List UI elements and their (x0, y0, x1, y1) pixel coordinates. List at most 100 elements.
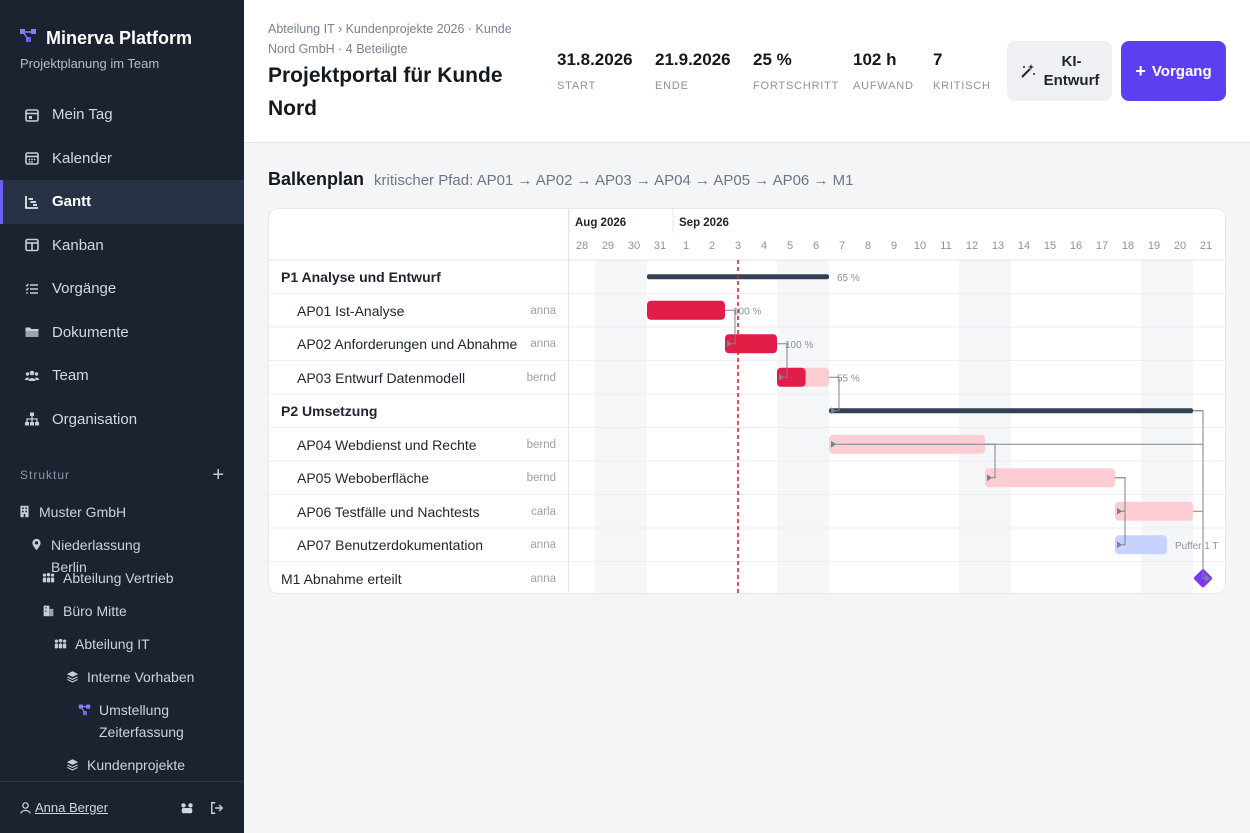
tree-item-label: Niederlassung Berlin (51, 537, 141, 575)
structure-label: Struktur (20, 468, 71, 482)
nav-item-dokumente[interactable]: Dokumente (0, 311, 244, 355)
list-icon (25, 283, 38, 294)
task-name[interactable]: AP07 Benutzerdokumentation (297, 537, 484, 553)
ai-draft-button[interactable]: KI-Entwurf (1007, 41, 1112, 101)
nav-item-kanban[interactable]: Kanban (0, 224, 244, 268)
tree-item[interactable]: Kundenprojekte (66, 754, 216, 776)
task-name[interactable]: AP04 Webdienst und Rechte (297, 436, 477, 453)
tree-item[interactable]: Abteilung Vertrieb (42, 567, 192, 589)
building-icon (20, 505, 29, 518)
day-label: 18 (1121, 240, 1135, 252)
nav-item-label: Vorgänge (52, 280, 117, 298)
org-icon (25, 412, 39, 426)
task-assignee: bernd (526, 438, 556, 451)
task-assignee: bernd (526, 472, 556, 484)
gantt-title: Balkenplan (268, 169, 365, 189)
task-name[interactable]: AP01 Ist-Analyse (297, 302, 405, 319)
weekend-shade (1167, 260, 1193, 593)
tree-item-label: Abteilung Vertrieb (63, 570, 174, 586)
new-task-label: Vorgang (1151, 62, 1212, 80)
tree-item[interactable]: Umstellung Zeiterfassung (78, 699, 228, 743)
people-group-icon (42, 572, 55, 583)
tree-item[interactable]: Niederlassung Berlin (30, 534, 180, 578)
main-nav: Mein Tag Kalender Gantt Kanban Vorgänge Dokum… (0, 93, 244, 441)
weekend-shade (959, 260, 985, 593)
day-label: 9 (890, 240, 898, 252)
progress-label: 100 % (785, 340, 813, 351)
day-label: 5 (786, 240, 794, 252)
task-progress-bar (777, 367, 806, 387)
calendar-icon (25, 152, 39, 166)
phase-bar (829, 408, 1193, 414)
kpi: 21.9.2026 ENDE (655, 50, 731, 92)
brand-title: Minerva Platform (46, 28, 193, 48)
tree-item-label: Muster GmbH (39, 504, 127, 520)
nav-item-kalender[interactable]: Kalender (0, 137, 244, 181)
task-name[interactable]: AP06 Testfälle und Nachtests (297, 503, 480, 520)
tree-item[interactable]: Interne Vorhaben (66, 666, 216, 688)
switch-org-icon[interactable] (180, 801, 194, 815)
task-assignee: anna (530, 539, 556, 551)
brand[interactable]: Minerva Platform (20, 28, 192, 49)
progress-label: 100 % (733, 306, 761, 317)
month-label: Sep 2026 (679, 217, 729, 229)
kpi-value: 7 (933, 50, 943, 69)
task-assignee: anna (530, 304, 556, 317)
day-label: 15 (1043, 240, 1057, 252)
page-header: Abteilung IT › Kundenprojekte 2026 · Kun… (244, 0, 1250, 143)
nav-item-label: Mein Tag (52, 106, 113, 124)
kpi-value: 21.9.2026 (655, 50, 731, 69)
layers-icon (66, 759, 79, 771)
kpi-label: AUFWAND (853, 80, 914, 92)
day-label: 10 (913, 240, 927, 252)
nav-item-label: Kalender (52, 149, 113, 167)
dependency-arrow (987, 474, 992, 482)
tree-item[interactable]: Abteilung IT (54, 633, 204, 655)
logout-icon[interactable] (210, 801, 224, 815)
nav-item-organisation[interactable]: Organisation (0, 398, 244, 442)
milestone-name[interactable]: M1 Abnahme erteilt (281, 570, 402, 587)
nav-item-vorgänge[interactable]: Vorgänge (0, 267, 244, 311)
people-group-icon (54, 638, 67, 649)
project-icon (78, 704, 91, 716)
phase-name[interactable]: P2 Umsetzung (281, 403, 378, 419)
day-label: 30 (627, 240, 641, 252)
kpi: 25 % FORTSCHRITT (753, 50, 838, 92)
brand-subtitle: Projektplanung im Team (20, 56, 160, 71)
task-name[interactable]: AP02 Anforderungen und Abnahme (297, 336, 518, 352)
day-label: 17 (1095, 240, 1109, 252)
tree-item[interactable]: Büro Mitte (42, 600, 192, 622)
dependency-arrow (831, 440, 836, 448)
task-progress-bar (647, 300, 725, 320)
task-bar (1115, 535, 1167, 555)
nav-item-mein-tag[interactable]: Mein Tag (0, 93, 244, 137)
dependency-arrow (1117, 507, 1122, 515)
phase-name[interactable]: P1 Analyse und Entwurf (281, 269, 441, 285)
tree-item[interactable]: Muster GmbH (18, 501, 168, 523)
task-assignee: carla (531, 505, 556, 518)
task-name[interactable]: AP05 Weboberfläche (297, 470, 430, 486)
gantt-icon (25, 195, 38, 209)
structure-header: Struktur + (20, 464, 224, 486)
nav-item-team[interactable]: Team (0, 354, 244, 398)
page-title: Projektportal für Kunde Nord (268, 64, 503, 120)
day-label: 6 (812, 240, 820, 252)
progress-label: 65 % (837, 273, 860, 284)
day-label: 1 (682, 240, 690, 252)
task-name[interactable]: AP03 Entwurf Datenmodell (297, 369, 466, 386)
user-link[interactable]: Anna Berger (20, 800, 108, 815)
dependency-arrow (831, 407, 836, 415)
nav-item-gantt[interactable]: Gantt (0, 180, 244, 224)
tree-item-label: Büro Mitte (63, 603, 127, 619)
gantt-chart: 65 % 100 % 100 % 55 % Puffer 1 T P1 Analyse … (268, 208, 1226, 594)
day-label: 16 (1069, 240, 1083, 252)
weekend-shade (777, 260, 803, 593)
day-label: 12 (965, 240, 979, 252)
dependency-line (1193, 410, 1205, 579)
layers-icon (66, 671, 79, 683)
breadcrumb[interactable]: Abteilung IT › Kundenprojekte 2026 · Kun… (268, 22, 512, 56)
day-label: 2 (708, 240, 716, 252)
day-label: 14 (1017, 240, 1031, 252)
new-task-button[interactable]: + Vorgang (1121, 41, 1226, 101)
add-structure-button[interactable]: + (212, 464, 224, 486)
